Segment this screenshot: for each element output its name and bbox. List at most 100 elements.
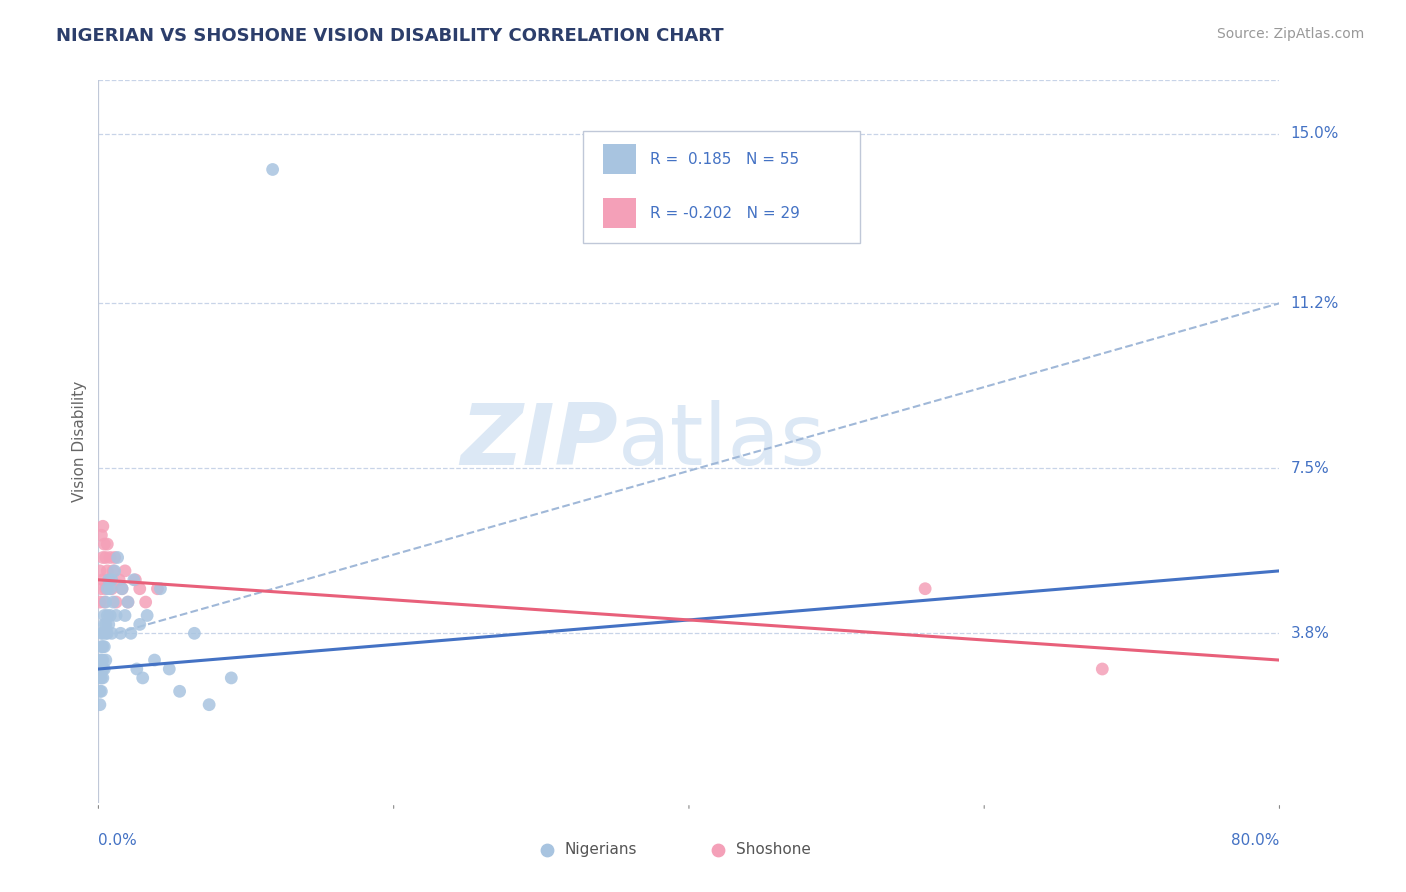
Point [149, 582, 172, 596]
Point [105, 595, 128, 609]
Point [93, 617, 115, 632]
Point [136, 608, 159, 623]
Text: 11.2%: 11.2% [1291, 296, 1339, 310]
Point [89, 698, 111, 712]
Text: R =  0.185   N = 55: R = 0.185 N = 55 [650, 152, 799, 167]
Point [114, 564, 136, 578]
Point [117, 595, 139, 609]
Text: 15.0%: 15.0% [1291, 127, 1339, 141]
Point [103, 564, 125, 578]
Point [91, 519, 114, 533]
Point [104, 550, 127, 565]
Point [132, 671, 155, 685]
FancyBboxPatch shape [603, 198, 636, 228]
Text: Nigerians: Nigerians [565, 842, 637, 857]
Point [128, 617, 150, 632]
Text: 0.0%: 0.0% [98, 833, 138, 848]
Point [124, 573, 146, 587]
Point [108, 573, 131, 587]
Point [96, 582, 118, 596]
Text: 3.8%: 3.8% [1291, 626, 1330, 640]
Point [96, 564, 118, 578]
Point [89, 564, 111, 578]
Text: Source: ZipAtlas.com: Source: ZipAtlas.com [1216, 27, 1364, 41]
Point [104, 564, 127, 578]
Point [128, 582, 150, 596]
Point [94, 550, 117, 565]
Point [89, 684, 111, 698]
Point [146, 582, 169, 596]
FancyBboxPatch shape [582, 131, 860, 243]
Point [91, 573, 114, 587]
Point [89, 595, 111, 609]
Point [125, 662, 148, 676]
Point [143, 653, 166, 667]
Point [93, 537, 115, 551]
Point [97, 617, 120, 632]
Point [221, 671, 243, 685]
Point [90, 684, 112, 698]
Text: 80.0%: 80.0% [1232, 833, 1279, 848]
FancyBboxPatch shape [603, 144, 636, 174]
Point [94, 617, 117, 632]
Point [98, 550, 121, 565]
Point [122, 573, 145, 587]
Point [90, 671, 112, 685]
Point [94, 653, 117, 667]
Point [90, 626, 112, 640]
Point [157, 662, 180, 676]
Point [93, 662, 115, 676]
Point [89, 653, 111, 667]
Point [114, 608, 136, 623]
Point [107, 550, 129, 565]
Point [100, 573, 122, 587]
Point [93, 640, 115, 654]
Point [262, 162, 284, 177]
Text: atlas: atlas [619, 400, 827, 483]
Point [91, 550, 114, 565]
Point [98, 608, 121, 623]
Point [198, 698, 221, 712]
Point [94, 626, 117, 640]
Point [103, 595, 125, 609]
Point [96, 608, 118, 623]
Point [183, 626, 205, 640]
Point [89, 662, 111, 676]
Text: ZIP: ZIP [460, 400, 619, 483]
Text: 7.5%: 7.5% [1291, 461, 1329, 475]
Point [91, 662, 114, 676]
Point [135, 595, 157, 609]
Point [90, 582, 112, 596]
Point [111, 582, 134, 596]
Point [90, 640, 112, 654]
Point [90, 653, 112, 667]
Point [111, 582, 134, 596]
Point [91, 626, 114, 640]
Point [90, 528, 112, 542]
Y-axis label: Vision Disability: Vision Disability [72, 381, 87, 502]
Point [117, 595, 139, 609]
Point [97, 573, 120, 587]
Point [91, 640, 114, 654]
Point [120, 626, 142, 640]
Point [97, 573, 120, 587]
Point [94, 582, 117, 596]
Point [96, 626, 118, 640]
Text: Shoshone: Shoshone [737, 842, 811, 857]
Point [1091, 662, 1114, 676]
Point [89, 671, 111, 685]
Point [90, 662, 112, 676]
Text: R = -0.202   N = 29: R = -0.202 N = 29 [650, 206, 800, 220]
Point [98, 582, 121, 596]
Point [105, 608, 128, 623]
Point [94, 595, 117, 609]
Point [93, 608, 115, 623]
Point [110, 626, 132, 640]
Point [91, 653, 114, 667]
Point [169, 684, 191, 698]
Point [100, 582, 122, 596]
Point [96, 537, 118, 551]
Point [100, 626, 122, 640]
Point [91, 671, 114, 685]
Point [93, 595, 115, 609]
